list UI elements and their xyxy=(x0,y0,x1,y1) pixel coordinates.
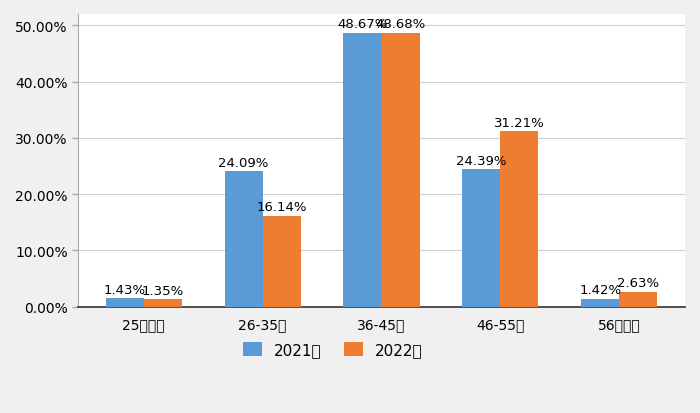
Text: 2.63%: 2.63% xyxy=(617,277,659,290)
Text: 1.43%: 1.43% xyxy=(104,284,146,297)
Bar xyxy=(344,33,382,307)
Bar xyxy=(620,292,657,307)
Bar xyxy=(382,33,419,307)
Text: 48.67%: 48.67% xyxy=(337,19,388,31)
Legend: 2021年, 2022年: 2021年, 2022年 xyxy=(237,336,428,363)
Bar xyxy=(262,216,301,307)
Text: 16.14%: 16.14% xyxy=(256,201,307,214)
Text: 1.35%: 1.35% xyxy=(141,284,184,297)
Text: 1.42%: 1.42% xyxy=(580,284,622,297)
Text: 24.39%: 24.39% xyxy=(456,155,507,168)
Bar xyxy=(106,299,144,307)
Text: 48.68%: 48.68% xyxy=(375,19,426,31)
Bar xyxy=(225,171,262,307)
Bar xyxy=(581,299,620,307)
Bar xyxy=(463,170,500,307)
Bar xyxy=(500,132,538,307)
Text: 24.09%: 24.09% xyxy=(218,157,269,169)
Bar xyxy=(144,299,182,307)
Text: 31.21%: 31.21% xyxy=(494,116,545,129)
